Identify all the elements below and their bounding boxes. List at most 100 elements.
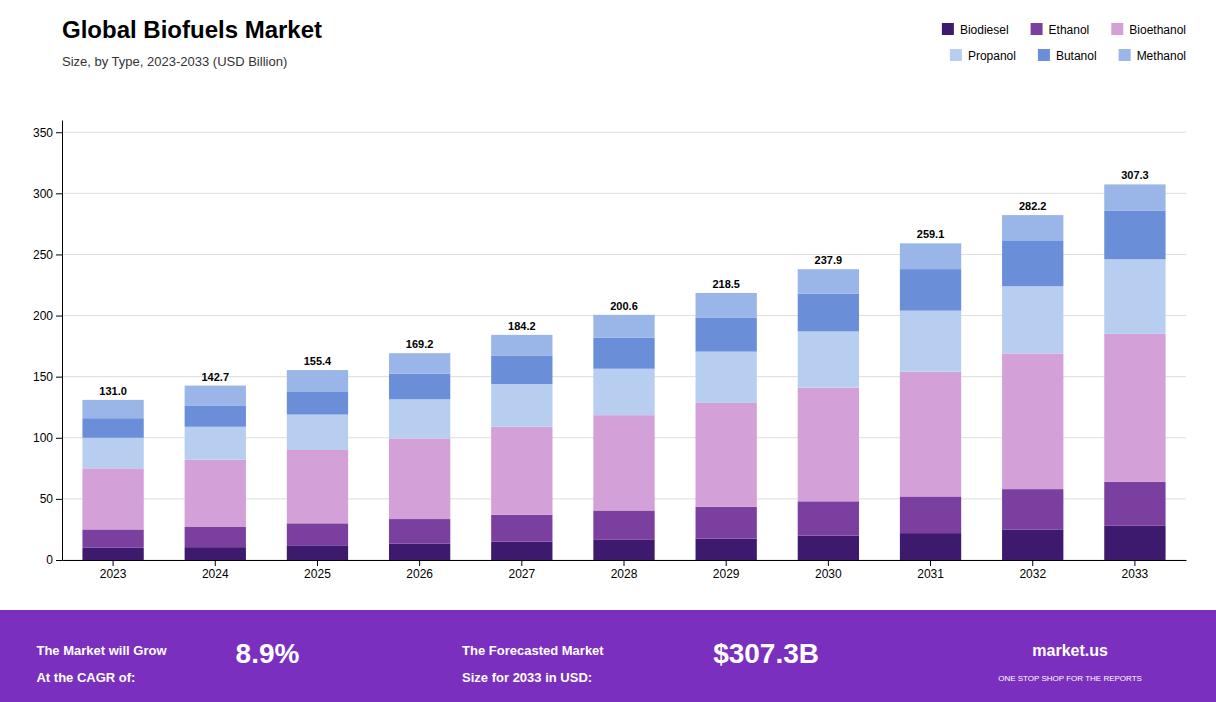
bar-segment	[593, 315, 654, 338]
x-tick-label: 2030	[815, 567, 842, 581]
series-3	[82, 259, 1165, 468]
bar-segment	[1104, 210, 1165, 259]
subtitle: Size, by Type, 2023-2033 (USD Billion)	[62, 54, 287, 69]
footer-text: 8.9%	[236, 638, 300, 669]
y-tick-label: 50	[40, 492, 54, 506]
legend-label: Propanol	[968, 49, 1016, 63]
y-tick-label: 300	[33, 187, 53, 201]
x-tick-mark	[521, 560, 522, 566]
total-label: 259.1	[917, 228, 945, 240]
y-tick-mark	[56, 377, 62, 378]
bar-segment	[593, 369, 654, 415]
x-tick: 2025	[304, 560, 331, 581]
bar-segment	[287, 523, 348, 545]
grid	[62, 132, 1186, 560]
x-tick-mark	[215, 560, 216, 566]
legend-label: Ethanol	[1049, 23, 1090, 37]
bar-segment	[389, 353, 450, 373]
bar-segment	[82, 548, 143, 560]
y-tick-mark	[56, 316, 62, 317]
bar-segment	[82, 468, 143, 529]
x-tick: 2030	[815, 560, 842, 581]
x-tick: 2023	[100, 560, 127, 581]
bar-segment	[185, 460, 246, 527]
bar-segment	[491, 542, 552, 560]
footer-band	[0, 610, 1216, 702]
y-tick-label: 250	[33, 248, 53, 262]
x-tick-mark	[113, 560, 114, 566]
bar-segment	[82, 418, 143, 438]
footer-text: The Market will Grow	[36, 643, 167, 658]
bar-segment	[287, 391, 348, 414]
x-tick-mark	[726, 560, 727, 566]
y-tick-label: 200	[33, 309, 53, 323]
footer-text: $307.3B	[713, 638, 819, 669]
footer-text: ONE STOP SHOP FOR THE REPORTS	[998, 674, 1142, 683]
x-tick-mark	[624, 560, 625, 566]
legend-label: Methanol	[1137, 49, 1186, 63]
bar-segment	[491, 384, 552, 427]
x-tick-label: 2026	[406, 567, 433, 581]
x-tick: 2029	[713, 560, 740, 581]
bar-segment	[491, 335, 552, 356]
legend-item: Bioethanol	[1111, 23, 1186, 37]
bar-segment	[491, 515, 552, 542]
bar-segment	[389, 544, 450, 561]
bar-segment	[900, 533, 961, 560]
legend-swatch	[950, 49, 962, 61]
y-tick-mark	[56, 499, 62, 500]
bar-segment	[185, 427, 246, 460]
x-tick-mark	[1134, 560, 1135, 566]
legend-swatch	[1031, 23, 1043, 35]
grid-line	[62, 193, 1186, 194]
bar-segment	[900, 496, 961, 533]
total-label: 200.6	[610, 300, 638, 312]
legend-label: Bioethanol	[1129, 23, 1186, 37]
legend-label: Butanol	[1056, 49, 1097, 63]
bar-segment	[696, 293, 757, 317]
legend-swatch	[942, 23, 954, 35]
y-tick: 0	[46, 553, 62, 567]
bar-segment	[798, 536, 859, 560]
bar-segment	[1002, 353, 1063, 489]
footer-text: Size for 2033 in USD:	[462, 670, 592, 685]
footer: The Market will Grow At the CAGR of: 8.9% T…	[0, 610, 1216, 702]
footer-text: market.us	[1032, 642, 1108, 659]
bar-segment	[798, 331, 859, 387]
x-tick-label: 2029	[713, 567, 740, 581]
bar-segment	[389, 374, 450, 400]
y-tick: 150	[33, 370, 62, 384]
y-tick-label: 350	[33, 126, 53, 140]
series-4	[82, 210, 1165, 437]
background	[0, 0, 1216, 702]
total-label: 237.9	[815, 254, 843, 266]
x-tick: 2033	[1122, 560, 1149, 581]
bar-segment	[798, 294, 859, 332]
x-axis: 2023202420252026202720282029203020312032…	[63, 560, 1187, 581]
x-tick-mark	[317, 560, 318, 566]
bar-segment	[287, 370, 348, 391]
bar-segment	[82, 400, 143, 418]
bar-segment	[287, 450, 348, 523]
footer-text: The Forecasted Market	[462, 643, 604, 658]
bar-segment	[1104, 334, 1165, 482]
x-tick-mark	[1032, 560, 1033, 566]
x-tick: 2028	[611, 560, 638, 581]
bar-segment	[389, 399, 450, 438]
bar-segment	[1104, 482, 1165, 526]
y-tick-mark	[56, 438, 62, 439]
legend-swatch	[1111, 23, 1123, 35]
bar-segment	[491, 427, 552, 515]
footer-text: At the CAGR of:	[36, 670, 135, 685]
legend-row: Biodiesel Ethanol Bioethanol	[942, 23, 1186, 37]
bar-segment	[900, 311, 961, 372]
x-tick-label: 2025	[304, 567, 331, 581]
bars	[82, 184, 1165, 560]
y-tick-label: 100	[33, 431, 53, 445]
legend-item: Ethanol	[1031, 23, 1090, 37]
legend-item: Biodiesel	[942, 23, 1009, 37]
bar-segment	[900, 243, 961, 269]
legend-item: Propanol	[950, 49, 1016, 63]
bar-segment	[593, 415, 654, 510]
bar-segment	[593, 511, 654, 540]
